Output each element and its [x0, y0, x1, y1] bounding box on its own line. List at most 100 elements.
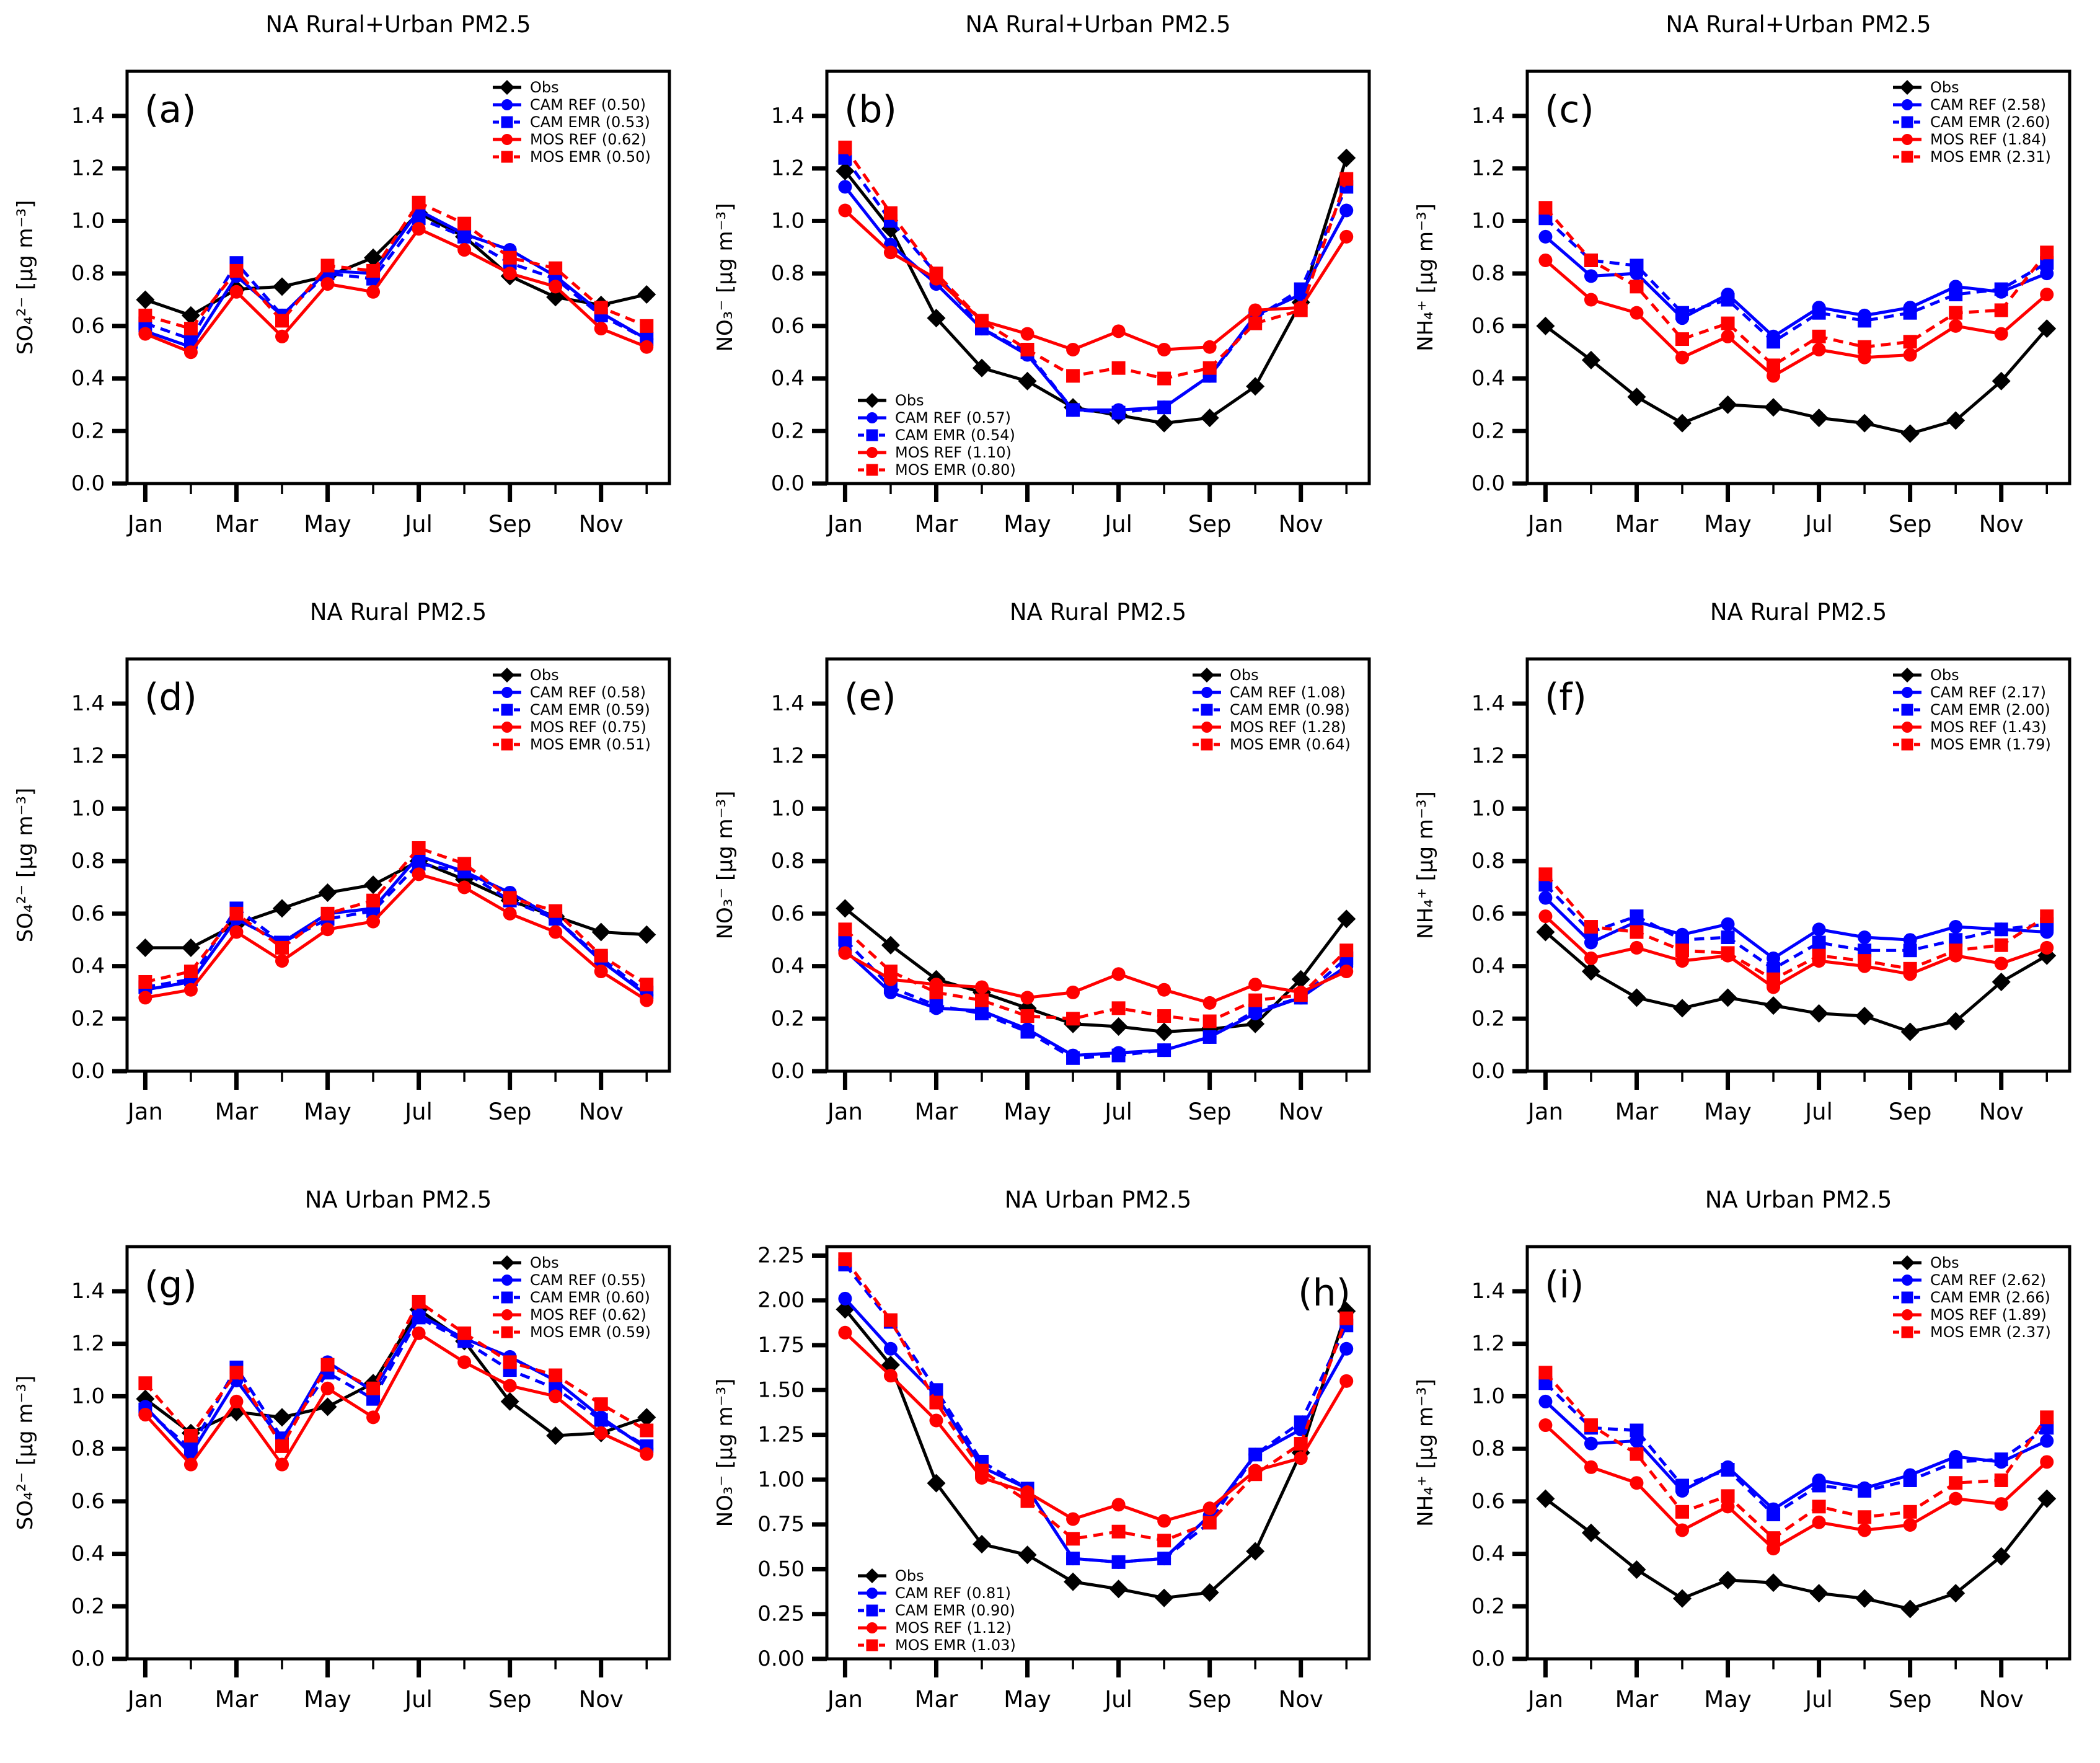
circle-marker: [1020, 991, 1035, 1005]
square-marker: [1901, 1291, 1913, 1304]
series-mos-ref-0-62: [138, 1326, 654, 1472]
circle-marker: [867, 412, 878, 423]
diamond-marker: [1109, 1580, 1128, 1599]
x-tick-label: Jul: [1104, 1686, 1133, 1713]
circle-marker: [867, 447, 878, 458]
legend-label: MOS REF (1.43): [1930, 718, 2047, 736]
circle-marker: [1201, 687, 1213, 698]
circle-marker: [1248, 303, 1263, 317]
square-marker: [1766, 358, 1780, 373]
circle-marker: [1901, 1309, 1913, 1320]
diamond-marker: [1627, 1560, 1646, 1579]
square-marker: [1901, 704, 1913, 716]
x-tick-label: May: [304, 511, 351, 537]
y-tick-label: 1.0: [771, 208, 805, 233]
diamond-marker: [1627, 988, 1646, 1007]
square-marker: [1812, 306, 1826, 320]
square-marker: [1538, 1366, 1553, 1380]
series-line: [844, 928, 1348, 1023]
axes-frame: [125, 1245, 671, 1661]
square-marker: [1812, 329, 1826, 343]
circle-marker: [884, 1369, 898, 1383]
y-axis: 0.0 0.2 0.4 0.6 0.8 1.0 1.2 1.4: [1471, 1279, 1527, 1671]
circle-marker: [838, 1291, 852, 1306]
square-marker: [1248, 1004, 1263, 1018]
x-tick-label: Sep: [488, 1098, 532, 1125]
square-marker: [501, 1326, 513, 1338]
square-marker: [929, 985, 943, 999]
square-marker: [1630, 258, 1644, 273]
square-marker: [1111, 405, 1126, 420]
diamond-marker: [1246, 377, 1265, 396]
diamond-marker: [500, 668, 514, 683]
x-tick-label: May: [1004, 1686, 1052, 1713]
circle-marker: [457, 1355, 472, 1369]
y-tick-label: 1.00: [758, 1467, 805, 1492]
square-marker: [1857, 954, 1871, 968]
y-tick-label: 1.0: [1471, 1384, 1505, 1408]
diamond-marker: [1337, 148, 1356, 167]
y-axis-label: NO₃⁻ [µg m⁻³]: [713, 791, 738, 940]
square-marker: [1857, 314, 1871, 328]
square-marker: [1948, 1455, 1962, 1469]
series-line: [844, 209, 1348, 351]
square-marker: [138, 308, 152, 322]
square-marker: [1812, 1500, 1826, 1514]
square-marker: [412, 841, 426, 855]
circle-marker: [1630, 306, 1644, 320]
chart-title: NA Rural+Urban PM2.5: [966, 11, 1231, 38]
square-marker: [138, 1376, 152, 1390]
y-tick-label: 0.4: [1471, 1542, 1505, 1566]
legend-label: MOS REF (1.89): [1930, 1306, 2047, 1323]
square-marker: [183, 965, 198, 979]
square-marker: [1157, 400, 1171, 415]
series-line: [844, 952, 1348, 1005]
square-marker: [1903, 335, 1917, 349]
square-marker: [1901, 738, 1913, 751]
y-tick-label: 1.4: [771, 691, 805, 716]
diamond-marker: [2037, 1489, 2056, 1508]
square-marker: [975, 314, 989, 328]
series-mos-emr-0-64: [838, 922, 1354, 1028]
diamond-marker: [1946, 411, 1965, 430]
y-tick-label: 1.4: [771, 104, 805, 128]
square-marker: [1948, 306, 1962, 320]
series-line: [144, 1312, 648, 1457]
x-tick-label: Nov: [579, 1686, 624, 1713]
square-marker: [1994, 303, 2008, 317]
chart-title: NA Urban PM2.5: [1705, 1186, 1892, 1213]
series-line: [1544, 1497, 2048, 1611]
square-marker: [1339, 172, 1354, 186]
square-marker: [501, 151, 513, 163]
square-marker: [838, 933, 852, 947]
x-tick-label: Jul: [404, 511, 433, 537]
square-marker: [1157, 1043, 1171, 1058]
chart-c: NA Rural+Urban PM2.5 0.0 0.2 0.4 0.6 0.8 1.0 1.…: [1400, 0, 2100, 588]
circle-marker: [1721, 917, 1735, 931]
circle-marker: [1901, 687, 1913, 698]
legend-label: MOS REF (1.12): [895, 1619, 1012, 1637]
diamond-marker: [1763, 1573, 1783, 1593]
chart-title: NA Rural PM2.5: [1710, 599, 1887, 625]
series-obs: [836, 1300, 1356, 1607]
y-tick-label: 0.0: [771, 1059, 805, 1084]
square-marker: [457, 216, 472, 231]
diamond-marker: [591, 922, 611, 942]
y-axis-label: NO₃⁻ [µg m⁻³]: [713, 203, 738, 352]
circle-marker: [1066, 985, 1080, 999]
series-line: [144, 862, 648, 994]
x-tick-label: Nov: [1279, 1098, 1323, 1125]
square-marker: [1994, 938, 2008, 952]
chart-b: NA Rural+Urban PM2.5 0.0 0.2 0.4 0.6 0.8 1.0 1.…: [700, 0, 1400, 588]
y-tick-label: 0.8: [771, 849, 805, 873]
series-line: [1544, 324, 2048, 436]
circle-marker: [1538, 1418, 1553, 1433]
legend-label: MOS EMR (0.80): [895, 461, 1016, 479]
y-tick-label: 0.2: [771, 1006, 805, 1031]
circle-marker: [1675, 350, 1689, 365]
square-marker: [929, 999, 943, 1013]
panel-letter: (e): [844, 676, 896, 719]
square-marker: [2039, 245, 2054, 260]
circle-marker: [1066, 342, 1080, 356]
